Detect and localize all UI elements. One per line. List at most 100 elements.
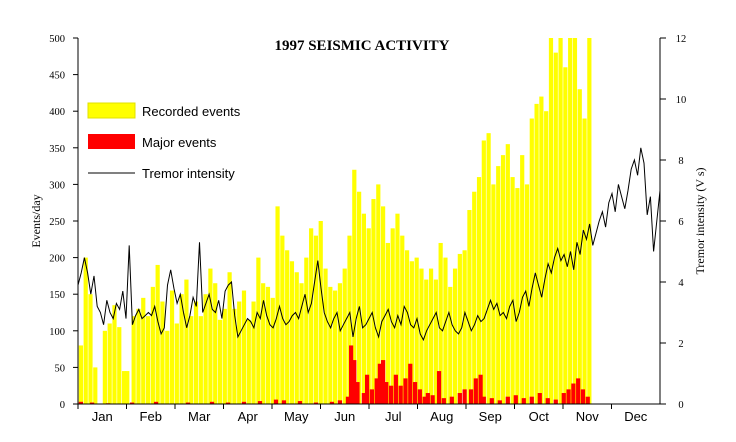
legend-label-recorded-events: Recorded events xyxy=(142,104,241,119)
recorded-events-bar-16 xyxy=(160,301,165,404)
recorded-events-bar-62 xyxy=(380,206,386,404)
recorded-events-bar-76 xyxy=(448,286,453,404)
month-ticks: Jan Feb Mar Apr May Jun Jul Aug Sep Oct Nov Dec xyxy=(77,404,648,424)
recorded-events-bar-35 xyxy=(251,301,256,404)
right-tick-label: 10 xyxy=(676,95,687,106)
recorded-events-bar-37 xyxy=(261,283,266,404)
month-label-may: May xyxy=(284,409,309,424)
recorded-events-bar-102 xyxy=(572,38,578,404)
recorded-events-bar-88 xyxy=(505,144,510,404)
left-tick-label: 50 xyxy=(55,363,66,374)
right-tick-label: 4 xyxy=(678,278,684,289)
major-events-bar-52 xyxy=(537,393,542,404)
legend-swatch-recorded-events xyxy=(87,102,136,119)
major-events-bar-46 xyxy=(489,398,494,404)
major-events-bar-18 xyxy=(352,360,357,404)
recorded-events-bar-18 xyxy=(169,290,175,404)
recorded-events-bar-19 xyxy=(174,323,179,404)
recorded-events-bar-46 xyxy=(304,257,309,404)
major-events-bar-43 xyxy=(473,378,478,404)
recorded-events-bar-13 xyxy=(145,316,151,404)
recorded-events-bar-90 xyxy=(515,188,520,404)
recorded-events-bar-97 xyxy=(548,38,554,404)
recorded-events-bar-78 xyxy=(457,253,462,404)
major-events-bar-49 xyxy=(513,395,518,404)
major-events-bar-15 xyxy=(337,400,343,404)
right-tick-label: 2 xyxy=(678,339,683,350)
recorded-events-bar-47 xyxy=(309,228,314,404)
recorded-events-bar-99 xyxy=(558,38,563,404)
right-axis-title: Tremor intensity (V s) xyxy=(693,167,707,274)
major-events-bar-34 xyxy=(422,396,427,404)
recorded-events-bar-21 xyxy=(184,279,189,404)
recorded-events-bar-44 xyxy=(294,272,299,404)
recorded-events-bar-91 xyxy=(520,155,525,404)
recorded-events-bar-101 xyxy=(568,38,573,404)
major-events-bar-42 xyxy=(468,389,474,404)
recorded-events-bar-64 xyxy=(390,228,395,404)
recorded-events-bar-12 xyxy=(141,297,146,404)
major-events-bar-9 xyxy=(257,401,263,404)
major-events-bar-57 xyxy=(571,383,576,404)
major-events-bar-0 xyxy=(78,401,83,404)
major-events-bar-20 xyxy=(361,393,366,404)
recorded-events-bar-71 xyxy=(424,279,429,404)
major-events-bar-29 xyxy=(398,385,403,404)
major-events-bar-1 xyxy=(89,402,95,404)
recorded-events-bar-48 xyxy=(313,235,319,404)
left-tick-label: 500 xyxy=(49,34,65,45)
legend-label-major-events: Major events xyxy=(142,135,217,150)
recorded-events-bar-31 xyxy=(232,308,237,404)
recorded-events-bar-85 xyxy=(491,184,496,404)
recorded-events-bar-83 xyxy=(481,140,486,405)
recorded-events-bar-98 xyxy=(553,52,558,404)
recorded-events-bar-43 xyxy=(289,261,295,404)
recorded-events-bar-54 xyxy=(342,268,347,404)
recorded-events-bar-5 xyxy=(107,323,112,404)
recorded-events-bar-45 xyxy=(299,283,304,404)
recorded-events-bar-27 xyxy=(213,283,218,404)
recorded-events-bar-57 xyxy=(357,191,362,404)
major-events-bar-8 xyxy=(241,401,247,404)
recorded-events-bar-95 xyxy=(539,96,544,404)
major-events-bar-40 xyxy=(457,393,462,404)
recorded-events-bar-89 xyxy=(510,177,515,404)
recorded-events-bar-14 xyxy=(150,286,155,404)
recorded-events-bars xyxy=(78,38,592,405)
left-tick-label: 100 xyxy=(49,327,65,338)
major-events-bar-26 xyxy=(384,382,389,404)
left-tick-label: 450 xyxy=(49,71,65,82)
major-events-bar-55 xyxy=(561,393,566,404)
recorded-events-bar-49 xyxy=(318,221,323,404)
major-events-bar-36 xyxy=(430,395,435,404)
major-events-bar-28 xyxy=(393,374,398,404)
major-events-bar-10 xyxy=(273,399,279,404)
major-events-bar-6 xyxy=(209,401,215,404)
recorded-events-bar-63 xyxy=(385,242,390,404)
major-events-bar-25 xyxy=(380,360,386,404)
left-y-ticks: 0 50 100 150 200 250 300 350 400 450 500 xyxy=(49,34,78,411)
major-events-bar-32 xyxy=(412,382,418,404)
right-tick-label: 8 xyxy=(678,156,683,167)
major-events-bar-16 xyxy=(345,396,351,404)
major-events-bar-24 xyxy=(377,363,382,404)
left-tick-label: 0 xyxy=(60,400,65,411)
major-events-bar-39 xyxy=(449,396,454,404)
major-events-bar-19 xyxy=(355,382,360,404)
recorded-events-bar-25 xyxy=(203,294,208,404)
major-events-bar-47 xyxy=(497,400,502,404)
recorded-events-bar-75 xyxy=(443,257,448,404)
month-label-apr: Apr xyxy=(238,409,259,424)
major-events-bar-35 xyxy=(425,393,430,404)
major-events-bar-41 xyxy=(462,389,467,404)
recorded-events-bar-92 xyxy=(524,184,530,404)
recorded-events-bar-2 xyxy=(88,294,93,404)
legend-label-tremor-intensity: Tremor intensity xyxy=(142,166,235,181)
recorded-events-bar-4 xyxy=(102,330,107,404)
month-label-jun: Jun xyxy=(334,409,355,424)
recorded-events-bar-105 xyxy=(587,38,592,404)
recorded-events-bar-103 xyxy=(577,89,582,405)
major-events-bar-53 xyxy=(545,398,550,404)
recorded-events-bar-33 xyxy=(241,290,247,404)
right-tick-label: 6 xyxy=(678,217,683,228)
